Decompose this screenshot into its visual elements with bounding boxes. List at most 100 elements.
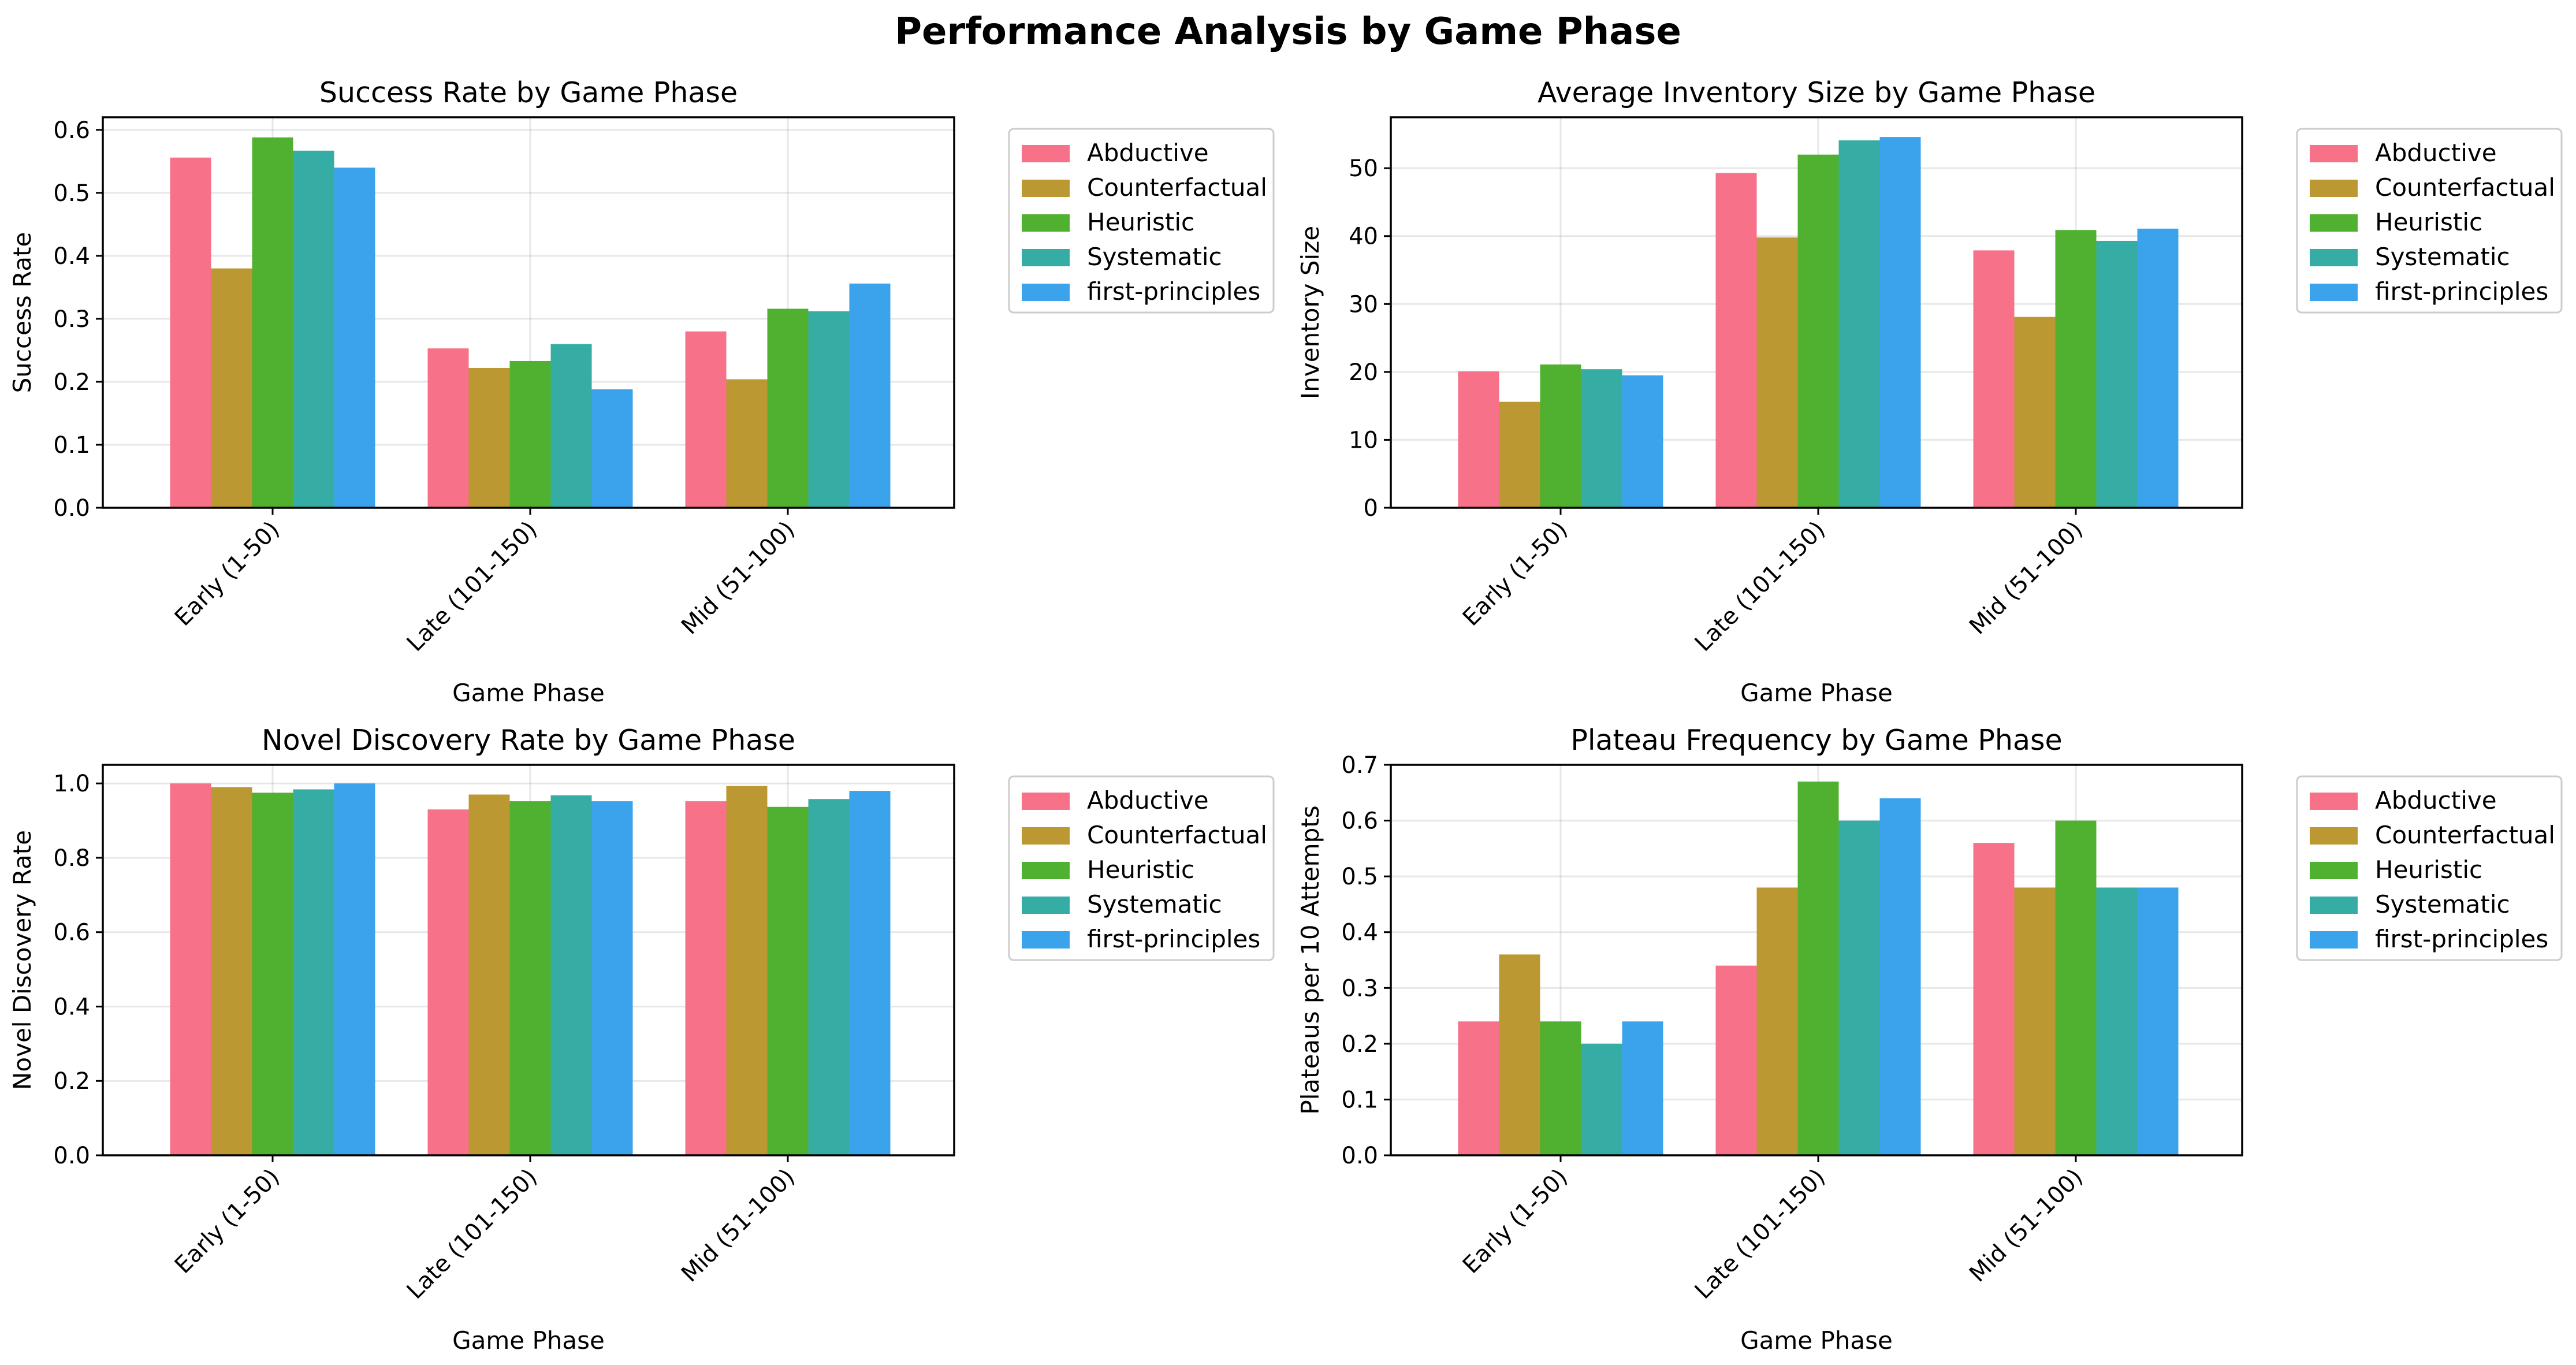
bar-first-principles-3 [2137, 228, 2179, 508]
bar-systematic-3 [2096, 240, 2138, 508]
legend-entry: Heuristic [2375, 208, 2482, 236]
y-axis-label: Novel Discovery Rate [8, 830, 36, 1090]
y-tick-label: 0 [1364, 495, 1378, 522]
bar-systematic-1 [293, 789, 334, 1155]
legend-swatch [1022, 249, 1070, 266]
y-tick-label: 40 [1349, 224, 1378, 250]
y-axis-label: Inventory Size [1296, 226, 1324, 399]
figure-title: Performance Analysis by Game Phase [895, 10, 1681, 53]
bar-abductive-1 [1458, 371, 1499, 508]
legend-swatch [2310, 249, 2358, 266]
bar-systematic-2 [1838, 140, 1880, 508]
bar-heuristic-1 [1540, 1021, 1581, 1155]
bar-counterfactual-1 [1499, 954, 1540, 1155]
bar-abductive-1 [1458, 1021, 1499, 1155]
legend-swatch [1022, 145, 1070, 162]
y-tick-label: 0.3 [53, 306, 90, 333]
bar-first-principles-1 [1622, 375, 1663, 508]
legend-entry: first-principles [1087, 277, 1260, 306]
bar-systematic-2 [550, 344, 592, 508]
legend-box [2296, 128, 2563, 314]
axes-frame [1390, 116, 2243, 509]
legend-swatch [2310, 793, 2358, 810]
y-tick-label: 0.1 [53, 432, 90, 459]
legend: Abductive Counterfactual Heuristic Systemat… [2296, 775, 2563, 961]
bar-systematic-1 [1581, 369, 1622, 508]
legend-swatch [2310, 827, 2358, 845]
legend-entry: Systematic [2375, 243, 2510, 271]
y-tick-label: 0.4 [53, 243, 90, 270]
y-tick-label: 0.2 [53, 1068, 90, 1095]
y-tick-label: 0.6 [53, 920, 90, 946]
y-tick-label: 20 [1349, 359, 1378, 386]
legend: Abductive Counterfactual Heuristic Systemat… [1008, 775, 1275, 961]
bar-abductive-1 [170, 157, 211, 508]
bar-heuristic-3 [767, 806, 809, 1155]
y-axis-label: Success Rate [8, 232, 36, 393]
legend-entry: first-principles [2375, 277, 2548, 306]
bar-heuristic-1 [252, 137, 293, 508]
legend-swatch [2310, 180, 2358, 197]
legend: Abductive Counterfactual Heuristic Systemat… [2296, 128, 2563, 314]
legend-entry: Heuristic [1087, 208, 1194, 236]
bar-counterfactual-3 [2014, 317, 2056, 508]
bar-abductive-3 [685, 331, 727, 508]
bar-heuristic-2 [509, 360, 551, 508]
bar-first-principles-2 [1879, 798, 1921, 1155]
y-tick-label: 0.6 [53, 117, 90, 144]
bar-first-principles-1 [334, 168, 375, 508]
legend-swatch [2310, 214, 2358, 232]
chart-title: Novel Discovery Rate by Game Phase [262, 724, 795, 757]
legend-entry: Systematic [2375, 890, 2510, 918]
bar-heuristic-3 [2055, 230, 2097, 508]
legend-swatch [1022, 931, 1070, 949]
chart-title: Average Inventory Size by Game Phase [1538, 76, 2095, 109]
bar-counterfactual-2 [468, 794, 510, 1155]
legend-swatch [2310, 145, 2358, 162]
bar-systematic-1 [1581, 1043, 1622, 1155]
bar-heuristic-2 [509, 801, 551, 1155]
y-tick-label: 1.0 [53, 771, 90, 797]
bar-heuristic-2 [1797, 781, 1839, 1155]
y-tick-label: 0.6 [1341, 808, 1378, 835]
axes-frame [102, 764, 955, 1156]
legend-entry: Abductive [1087, 786, 1209, 814]
bar-abductive-3 [1973, 250, 2015, 508]
legend-entry: Counterfactual [1087, 821, 1267, 849]
legend-box [2296, 775, 2563, 961]
legend-entry: first-principles [2375, 925, 2548, 953]
bar-counterfactual-1 [1499, 401, 1540, 508]
bar-systematic-2 [550, 795, 592, 1155]
bar-abductive-2 [1715, 965, 1757, 1155]
chart-title: Success Rate by Game Phase [319, 76, 738, 109]
bar-heuristic-1 [1540, 364, 1581, 508]
bar-systematic-3 [808, 799, 850, 1155]
y-tick-label: 0.7 [1341, 752, 1378, 779]
legend-entry: Abductive [2375, 139, 2497, 167]
legend-swatch [1022, 284, 1070, 301]
x-axis-label: Game Phase [1740, 1326, 1893, 1355]
legend-entry: Counterfactual [2375, 173, 2555, 202]
y-tick-label: 0.1 [1341, 1087, 1378, 1113]
bar-counterfactual-3 [2014, 887, 2056, 1155]
bar-heuristic-2 [1797, 154, 1839, 508]
chart-title: Plateau Frequency by Game Phase [1570, 724, 2062, 757]
legend-entry: Counterfactual [2375, 821, 2555, 849]
bar-counterfactual-2 [468, 367, 510, 508]
bar-counterfactual-3 [726, 379, 768, 508]
bar-abductive-2 [427, 348, 469, 508]
y-tick-label: 0.3 [1341, 975, 1378, 1002]
bar-systematic-3 [2096, 887, 2138, 1155]
bar-abductive-1 [170, 783, 211, 1155]
legend-entry: Counterfactual [1087, 173, 1267, 202]
y-tick-label: 0.2 [1341, 1031, 1378, 1058]
y-tick-label: 0.0 [53, 495, 90, 522]
y-axis-label: Plateaus per 10 Attempts [1296, 805, 1324, 1114]
legend: Abductive Counterfactual Heuristic Systemat… [1008, 128, 1275, 314]
legend-swatch [2310, 284, 2358, 301]
legend-entry: Systematic [1087, 890, 1222, 918]
bar-counterfactual-2 [1756, 887, 1798, 1155]
y-tick-label: 0.0 [53, 1143, 90, 1169]
